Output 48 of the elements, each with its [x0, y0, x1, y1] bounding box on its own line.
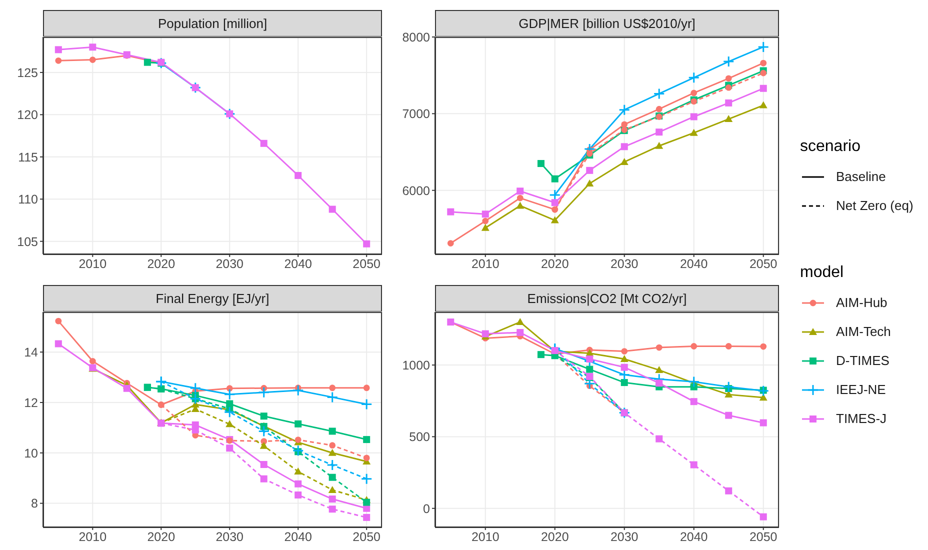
- chart-title: Emissions|CO2 [Mt CO2/yr]: [435, 285, 779, 312]
- y-tick-label: 14: [24, 346, 38, 360]
- x-tick-label: 2010: [78, 256, 107, 271]
- legend-label: AIM-Hub: [836, 295, 888, 310]
- x-tick-label: 2010: [78, 530, 107, 544]
- legend-label: D-TIMES: [836, 353, 890, 368]
- legend-label: IEEJ-NE: [836, 382, 886, 397]
- x-tick-label: 2050: [749, 256, 778, 271]
- x-tick-label: 2020: [147, 530, 176, 544]
- x-tick-label: 2040: [284, 256, 312, 271]
- text: Baseline: [836, 169, 886, 184]
- legend-label: AIM-Tech: [836, 324, 891, 339]
- y-tick-label: 6000: [402, 184, 430, 198]
- legend-title: model: [800, 264, 845, 282]
- y-tick-label: 110: [18, 192, 38, 207]
- x-tick-label: 2040: [680, 256, 708, 271]
- y-tick-label: 10: [24, 446, 38, 460]
- x-tick-label: 2050: [352, 256, 381, 271]
- x-tick-label: 2050: [749, 530, 778, 544]
- x-tick-label: 2010: [471, 530, 500, 544]
- x-tick-label: 2040: [680, 530, 708, 544]
- chart-title: GDP|MER [billion US$2010/yr]: [435, 10, 779, 37]
- y-tick-label: 7000: [402, 107, 430, 122]
- legend-label: TIMES-J: [836, 411, 887, 426]
- x-tick-label: 2020: [540, 256, 569, 271]
- x-tick-label: 2050: [352, 530, 381, 544]
- x-tick-label: 2030: [610, 530, 638, 544]
- y-tick-label: 1000: [402, 358, 430, 372]
- text: Net Zero (eq): [836, 198, 914, 213]
- x-tick-label: 2010: [471, 256, 500, 271]
- y-tick-label: 500: [409, 430, 430, 444]
- x-tick-label: 2030: [216, 530, 244, 544]
- x-tick-label: 2020: [540, 530, 569, 544]
- x-tick-label: 2020: [147, 256, 176, 271]
- y-tick-label: 125: [17, 66, 38, 80]
- chart-title: Population [million]: [43, 10, 382, 37]
- y-tick-label: 12: [24, 396, 38, 410]
- chart-title: Final Energy [EJ/yr]: [43, 285, 382, 312]
- x-tick-label: 2040: [284, 530, 312, 544]
- y-tick-label: 115: [18, 150, 38, 164]
- x-tick-label: 2030: [610, 256, 638, 271]
- y-tick-label: 105: [17, 234, 38, 249]
- x-tick-label: 2030: [216, 256, 244, 271]
- y-tick-label: 8000: [402, 30, 430, 44]
- y-tick-label: 0: [423, 502, 430, 516]
- text: scenario: [800, 138, 862, 156]
- y-tick-label: 8: [31, 496, 38, 511]
- y-tick-label: 120: [17, 108, 38, 122]
